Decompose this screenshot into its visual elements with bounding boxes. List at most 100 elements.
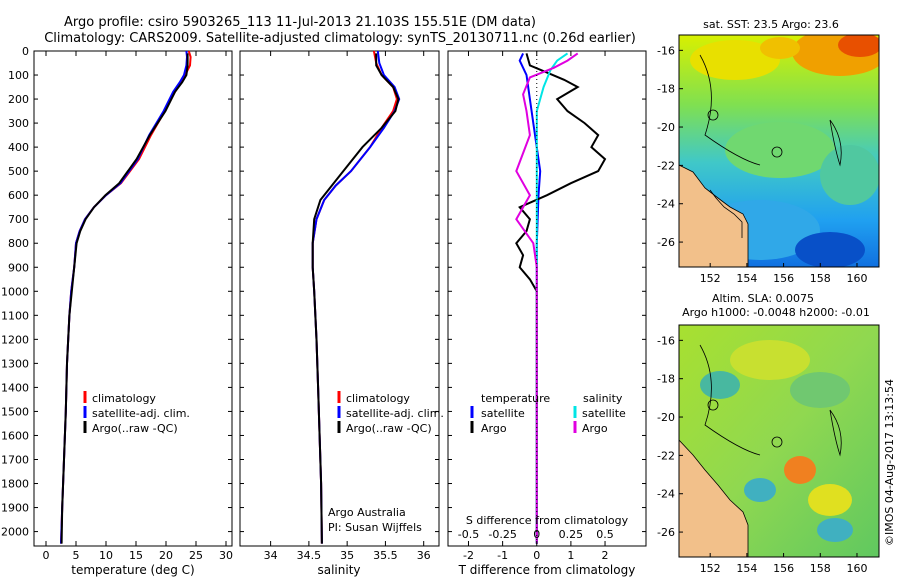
x-tick-label: 5 [73,549,80,562]
depth-tick-label: 200 [8,93,29,106]
salinity-difference-label: S difference from climatology [466,514,629,527]
x-tick-label: 0 [43,549,50,562]
difference-plot [515,51,607,546]
sst-warm-patch-n [760,37,800,59]
salinity-axes [239,50,440,547]
x-tick-label: -1 [497,549,508,562]
x-tick-label: -2 [463,549,474,562]
difference-x-ticks: -2 -1 0 1 2 [463,51,609,562]
sla-map-field [679,325,879,557]
series-line-argo [60,53,189,544]
legend-satellite-label: satellite-adj. clim. [346,407,444,420]
legend-satellite-label: satellite-adj. clim. [92,407,190,420]
depth-tick-label: 1000 [1,285,29,298]
imos-timestamp: ©IMOS 04-Aug-2017 13:13:54 [883,379,896,546]
depth-tick-label: 1800 [1,478,29,491]
map-y-tick-label: -26 [657,526,675,539]
temperature-legend: climatology satellite-adj. clim. Argo(..… [83,391,190,435]
sst-shelf-contour [709,189,743,238]
x-tick-label: 34.5 [297,549,322,562]
sla-high-3 [808,484,852,516]
map-x-tick-label: 158 [810,272,831,285]
sst-map-frame [678,34,880,268]
map-x-tick-label: 152 [700,272,721,285]
map-y-tick-label: -16 [657,334,675,347]
map-y-tick-label: -18 [657,373,675,386]
map-y-tick-label: -20 [657,121,675,134]
depth-tick-label: 100 [8,69,29,82]
depth-tick-labels: 0 100 200 300 400 500 600 700 800 900 1000 1100 1200… [1,45,29,539]
map-x-tick-label: 152 [700,562,721,575]
x-tick-label: 35.5 [373,549,398,562]
series-line-argo [515,53,607,544]
legend-sal-satellite-label: satellite [582,407,626,420]
map-y-tick-label: -22 [657,159,675,172]
depth-tick-label: 700 [8,213,29,226]
header-line2: Climatology: CARS2009. Satellite-adjuste… [44,31,636,46]
sla-map-title: Altim. SLA: 0.0075 [712,292,814,305]
temperature-xlabel: temperature (deg C) [71,563,194,577]
sla-mid-1 [790,372,850,408]
legend-climatology-label: climatology [346,392,410,405]
map-x-tick-label: 156 [773,272,794,285]
sst-mid-patch-east [820,145,879,205]
x-tick-label: 0 [533,549,540,562]
sst-reef-outline [829,119,842,167]
sla-seamount-2 [771,436,783,448]
temperature-plot [60,50,192,544]
credit-pi: PI: Susan Wijffels [328,521,422,534]
depth-tick-label: 1500 [1,405,29,418]
legend-salinity-title: salinity [583,392,623,405]
legend-sal-argo-label: Argo [582,422,608,435]
x-tick-label: 1 [567,549,574,562]
depth-tick-label: 1900 [1,502,29,515]
temperature-x-ticks: 0 5 10 15 20 25 30 [43,51,233,562]
salinity-difference-tick-label: -0.5 [458,528,479,541]
sst-isobath-1 [699,54,761,166]
salinity-legend: climatology satellite-adj. clim. Argo(..… [328,391,444,534]
legend-argo-label: Argo(..raw -QC) [92,422,178,435]
depth-tick-label: 1200 [1,333,29,346]
credit-argo-australia: Argo Australia [328,506,406,519]
x-tick-label: 15 [129,549,143,562]
series-line-salinity_argo [515,52,579,544]
tick-marks [34,50,646,533]
depth-tick-label: 1300 [1,357,29,370]
x-tick-label: 35 [340,549,354,562]
sst-map-ticks: 152 154 156 158 160 -16 -18 -20 -22 -24 -26 [657,44,867,285]
sla-map-frame [678,324,880,558]
difference-axes [447,50,647,547]
x-tick-label: 36 [417,549,431,562]
legend-temperature-title: temperature [481,392,550,405]
map-x-tick-label: 154 [736,562,757,575]
map-x-tick-label: 160 [846,272,867,285]
sst-seamount-2 [771,146,783,158]
map-y-tick-label: -22 [657,449,675,462]
depth-tick-label: 1100 [1,309,29,322]
sla-map-ticks: 152 154 156 158 160 -16 -18 -20 -22 -24 -26 [657,334,867,575]
sla-high-1 [730,340,810,380]
sst-warm-patch-nw [690,40,780,80]
sla-isobath-1 [699,344,761,456]
sla-land [679,439,749,557]
salinity-difference-tick-label: -0.25 [488,528,516,541]
difference-legend: temperature satellite Argo salinity sate… [470,392,626,435]
salinity-plot [311,50,401,544]
x-tick-label: 25 [189,549,203,562]
sla-reef-outline [829,409,842,457]
depth-tick-label: 300 [8,117,29,130]
legend-temp-argo-label: Argo [481,422,507,435]
sst-land [679,164,749,267]
sst-mid-patch [725,122,835,178]
x-tick-label: 20 [159,549,173,562]
map-y-tick-label: -26 [657,236,675,249]
legend-climatology-label: climatology [92,392,156,405]
sst-seamount-1 [707,109,719,121]
salinity-x-ticks: 34 34.5 35 35.5 36 [264,51,431,562]
salinity-difference-x-ticks: -0.5 -0.25 0 0.25 0.5 [458,528,614,541]
map-x-tick-label: 154 [736,272,757,285]
map-y-tick-label: -16 [657,44,675,57]
salinity-difference-tick-label: 0.5 [596,528,614,541]
depth-tick-label: 400 [8,141,29,154]
